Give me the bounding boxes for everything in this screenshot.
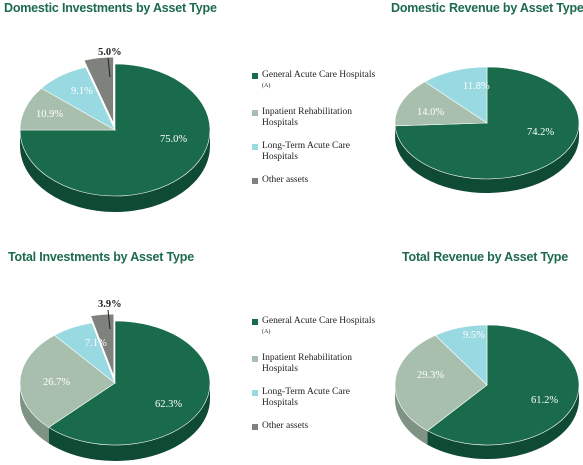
- legend-swatch: [252, 424, 258, 430]
- data-label-other-assets: 5.0%: [98, 47, 122, 58]
- pie-chart-domestic-investments: 75.0% 10.9% 9.1% 5.0%: [20, 45, 216, 215]
- legend-item-long-term-acute: Long-Term Acute Care Hospitals: [252, 387, 376, 409]
- data-label-inpatient-rehab: 26.7%: [43, 377, 70, 388]
- pie-chart-domestic-revenue: 74.2% 14.0% 11.8%: [393, 66, 581, 191]
- pie-chart-total-revenue: 61.2% 29.3% 9.5%: [393, 318, 581, 460]
- legend-swatch: [252, 110, 258, 116]
- legend-label: Other assets: [262, 175, 308, 185]
- legend-bottom: General Acute Care Hospitals (A) Inpatie…: [252, 316, 376, 444]
- legend-swatch: [252, 144, 258, 150]
- data-label-other-assets: 3.9%: [98, 299, 122, 310]
- data-label-general-acute: 62.3%: [155, 399, 182, 410]
- data-label-general-acute: 75.0%: [160, 134, 187, 145]
- legend-item-general-acute: General Acute Care Hospitals (A): [252, 70, 376, 95]
- legend-item-other-assets: Other assets: [252, 175, 376, 186]
- legend-footnote-marker: (A): [262, 329, 270, 335]
- chart-title-total-investments: Total Investments by Asset Type: [8, 250, 194, 264]
- legend-swatch: [252, 73, 258, 79]
- data-label-long-term-acute: 11.8%: [463, 81, 490, 92]
- data-label-inpatient-rehab: 10.9%: [36, 109, 63, 120]
- chart-title-domestic-revenue: Domestic Revenue by Asset Type: [391, 1, 583, 15]
- data-label-long-term-acute: 9.1%: [71, 86, 93, 97]
- legend-label: General Acute Care Hospitals: [262, 316, 375, 326]
- legend-footnote-marker: (A): [262, 83, 270, 89]
- legend-label: Long-Term Acute Care Hospitals: [262, 141, 350, 162]
- data-label-general-acute: 61.2%: [531, 395, 558, 406]
- data-label-inpatient-rehab: 29.3%: [417, 370, 444, 381]
- legend-swatch: [252, 390, 258, 396]
- legend-item-inpatient-rehab: Inpatient Rehabilitation Hospitals: [252, 353, 376, 375]
- legend-item-long-term-acute: Long-Term Acute Care Hospitals: [252, 141, 376, 163]
- data-label-inpatient-rehab: 14.0%: [417, 107, 444, 118]
- legend-item-general-acute: General Acute Care Hospitals (A): [252, 316, 376, 341]
- legend-label: Long-Term Acute Care Hospitals: [262, 387, 350, 408]
- legend-item-inpatient-rehab: Inpatient Rehabilitation Hospitals: [252, 107, 376, 129]
- data-label-long-term-acute: 7.1%: [85, 338, 107, 349]
- legend-top: General Acute Care Hospitals (A) Inpatie…: [252, 70, 376, 198]
- chart-title-total-revenue: Total Revenue by Asset Type: [402, 250, 568, 264]
- legend-label: Other assets: [262, 421, 308, 431]
- legend-swatch: [252, 319, 258, 325]
- pie-chart-total-investments: 62.3% 26.7% 7.1% 3.9%: [20, 295, 216, 465]
- legend-item-other-assets: Other assets: [252, 421, 376, 432]
- data-label-general-acute: 74.2%: [527, 127, 554, 138]
- chart-title-domestic-investments: Domestic Investments by Asset Type: [4, 1, 217, 15]
- data-label-long-term-acute: 9.5%: [463, 330, 485, 341]
- legend-swatch: [252, 178, 258, 184]
- pie-slices: [395, 325, 579, 459]
- legend-swatch: [252, 356, 258, 362]
- legend-label: General Acute Care Hospitals: [262, 70, 375, 80]
- legend-label: Inpatient Rehabilitation Hospitals: [262, 107, 352, 128]
- legend-label: Inpatient Rehabilitation Hospitals: [262, 353, 352, 374]
